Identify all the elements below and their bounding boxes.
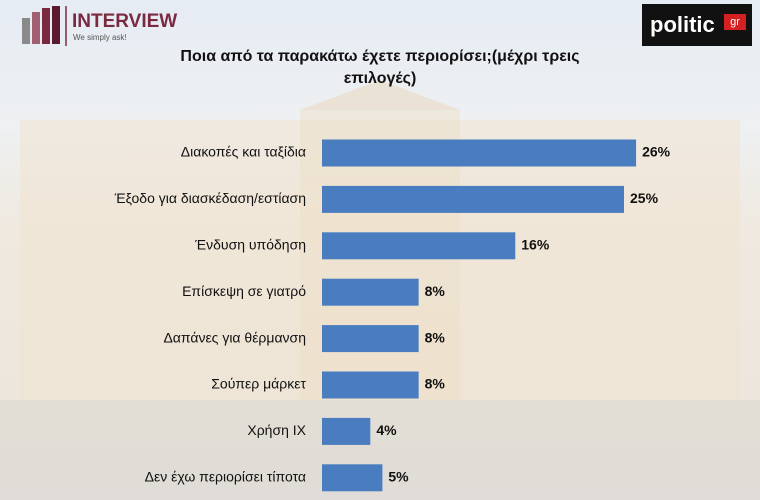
- value-label: 8%: [425, 283, 446, 299]
- value-label: 8%: [425, 329, 446, 345]
- value-label: 4%: [376, 422, 397, 438]
- chart-title: Ποια από τα παρακάτω έχετε περιορίσει;(μ…: [180, 48, 580, 87]
- brand-logo: INTERVIEW We simply ask!: [22, 6, 177, 46]
- bar: [322, 464, 383, 492]
- bar: [322, 139, 637, 167]
- category-label: Έξοδο για διασκέδαση/εστίαση: [114, 190, 306, 206]
- value-label: 26%: [642, 144, 671, 160]
- category-label: Δεν έχω περιορίσει τίποτα: [145, 469, 306, 485]
- bar: [322, 371, 419, 399]
- bar: [322, 325, 419, 353]
- brand-name: INTERVIEW: [72, 11, 177, 32]
- bar: [322, 278, 419, 306]
- bar: [322, 185, 624, 213]
- partner-logo: politic gr: [642, 4, 752, 46]
- bar: [322, 417, 371, 445]
- category-label: Επίσκεψη σε γιατρό: [182, 283, 306, 299]
- category-label: Σούπερ μάρκετ: [211, 376, 306, 392]
- category-label: Δαπάνες για θέρμανση: [163, 329, 306, 345]
- value-label: 8%: [425, 376, 446, 392]
- brand-slogan: We simply ask!: [73, 33, 127, 42]
- value-label: 16%: [521, 237, 550, 253]
- category-label: Χρήση ΙΧ: [247, 422, 306, 438]
- value-label: 25%: [630, 190, 659, 206]
- category-label: Ένδυση υπόδηση: [194, 237, 306, 253]
- value-label: 5%: [388, 469, 409, 485]
- partner-name: politic: [650, 12, 715, 37]
- partner-suffix: gr: [730, 16, 740, 28]
- bar: [322, 232, 516, 260]
- category-label: Διακοπές και ταξίδια: [181, 144, 306, 160]
